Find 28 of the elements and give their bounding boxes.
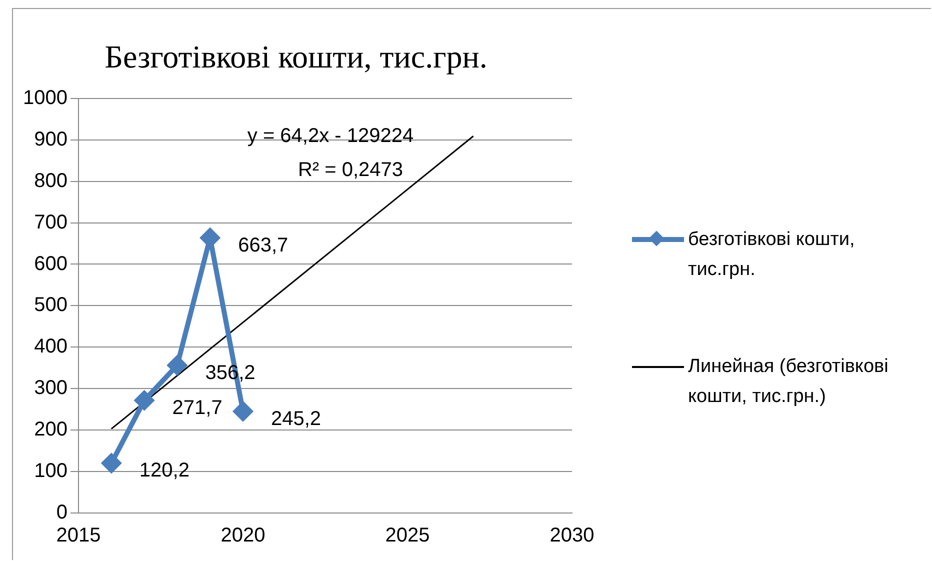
y-tick-label: 1000 — [22, 86, 68, 109]
y-tick-label: 200 — [34, 418, 68, 441]
data-label: 120,2 — [139, 460, 190, 482]
y-tick-label: 400 — [34, 336, 68, 358]
y-tick-label: 900 — [34, 128, 68, 150]
data-label: 271,7 — [172, 396, 222, 419]
x-tick-label: 2015 — [56, 524, 101, 547]
data-label: 663,7 — [238, 234, 288, 256]
y-tick-label: 700 — [34, 211, 68, 234]
legend-label: безготівкові кошти, тис.грн. — [688, 228, 856, 282]
x-tick-label: 2025 — [385, 524, 430, 547]
y-tick-label: 300 — [34, 377, 68, 400]
x-tick-label: 2020 — [220, 524, 266, 547]
annotation: R² = 0,2473 — [298, 158, 404, 181]
point — [233, 402, 252, 421]
y-tick-label: 500 — [34, 294, 68, 316]
y-tick-label: 600 — [34, 252, 68, 275]
chart-title: Безготівкові кошти, тис.грн. — [104, 38, 488, 75]
point — [168, 356, 187, 375]
point — [102, 454, 121, 473]
data-label: 245,2 — [270, 408, 322, 430]
x-tick-label: 2030 — [550, 524, 594, 547]
point — [134, 390, 154, 410]
y-tick-label: 0 — [56, 502, 68, 524]
y-tick-label: 800 — [34, 170, 68, 192]
annotation: y = 64,2x - 129224 — [247, 124, 414, 147]
legend-label: Линейная (безготівкові кошти, тис.грн.) — [688, 355, 890, 409]
y-tick-label: 100 — [34, 460, 68, 482]
